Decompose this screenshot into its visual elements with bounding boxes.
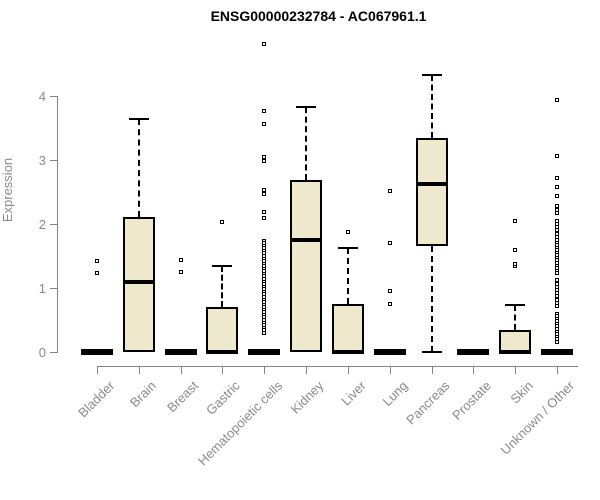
median-line	[415, 181, 448, 186]
lower-whisker-cap	[421, 351, 442, 353]
box	[122, 216, 155, 352]
outlier-point	[95, 259, 99, 264]
outlier-point	[262, 122, 267, 127]
outlier-point	[555, 303, 560, 308]
median-line	[290, 238, 323, 242]
x-tick	[306, 366, 308, 374]
median-line	[331, 350, 364, 354]
x-tick	[389, 366, 391, 374]
outlier-point	[345, 230, 350, 235]
collapsed-box	[164, 349, 197, 355]
x-tick	[222, 366, 224, 374]
collapsed-box	[541, 349, 574, 355]
x-tick	[473, 366, 475, 374]
upper-whisker-cap	[212, 264, 233, 267]
lower-whisker	[430, 245, 433, 352]
median-line	[206, 350, 239, 354]
outlier-point	[555, 204, 560, 209]
chart-title: ENSG00000232784 - AC067961.1	[210, 8, 427, 24]
upper-whisker-cap	[128, 118, 149, 121]
outlier-point	[262, 188, 267, 193]
median-line	[499, 350, 532, 354]
outlier-point	[513, 219, 518, 224]
box	[290, 179, 323, 352]
median-line	[122, 279, 155, 284]
x-tick	[138, 366, 140, 374]
y-tick	[50, 96, 57, 97]
outlier-point	[555, 211, 560, 216]
outlier-point	[555, 339, 560, 344]
upper-whisker-cap	[505, 304, 526, 307]
upper-whisker	[430, 74, 433, 139]
y-tick	[50, 352, 57, 353]
outlier-point	[555, 153, 560, 158]
outlier-point	[555, 270, 560, 275]
x-tick-label-text: Unknown / Other	[498, 378, 578, 458]
outlier-point	[387, 240, 392, 245]
upper-whisker	[305, 106, 308, 180]
upper-whisker-cap	[296, 105, 317, 108]
outlier-point	[387, 188, 392, 193]
outlier-point	[513, 247, 518, 252]
outlier-point	[262, 108, 267, 113]
outlier-point	[262, 159, 267, 164]
collapsed-box	[81, 349, 113, 355]
y-tick-label: 0	[38, 345, 46, 360]
x-tick	[264, 366, 266, 374]
upper-whisker-cap	[421, 73, 442, 76]
box	[331, 304, 364, 352]
y-tick-label: 2	[38, 217, 46, 232]
outlier-point	[387, 302, 392, 306]
outlier-point	[262, 42, 267, 47]
x-tick	[515, 366, 517, 374]
x-tick	[431, 366, 433, 374]
box	[206, 307, 239, 352]
upper-whisker-cap	[337, 247, 358, 250]
y-tick-label: 1	[38, 281, 46, 296]
x-tick	[347, 366, 349, 374]
y-tick	[50, 288, 57, 289]
outlier-point	[262, 330, 267, 335]
box	[415, 138, 448, 246]
x-tick-label: Unknown / Other	[407, 377, 578, 458]
outlier-point	[262, 191, 267, 196]
y-axis-line	[57, 96, 58, 353]
x-tick	[97, 366, 98, 374]
outlier-point	[262, 210, 267, 215]
outlier-point	[262, 215, 267, 220]
x-tick	[180, 366, 182, 374]
box	[499, 330, 532, 352]
collapsed-box	[457, 349, 490, 355]
collapsed-box	[373, 349, 406, 355]
outlier-point	[555, 193, 560, 198]
upper-whisker	[514, 305, 517, 331]
outlier-point	[555, 97, 560, 102]
y-tick-label: 3	[38, 153, 46, 168]
outlier-point	[555, 175, 560, 180]
y-tick	[50, 160, 57, 161]
outlier-point	[220, 220, 225, 225]
collapsed-box	[248, 349, 281, 355]
upper-whisker	[221, 265, 224, 308]
x-tick	[557, 366, 559, 374]
outlier-point	[387, 289, 392, 294]
outlier-point	[513, 261, 518, 266]
outlier-point	[555, 184, 560, 189]
y-tick	[50, 224, 57, 225]
outlier-point	[178, 257, 183, 262]
outlier-point	[95, 271, 99, 276]
y-tick-label: 4	[38, 89, 46, 104]
outlier-point	[262, 154, 267, 159]
outlier-point	[178, 270, 183, 274]
upper-whisker	[346, 248, 349, 304]
x-axis-line	[97, 366, 578, 367]
upper-whisker	[137, 119, 140, 217]
